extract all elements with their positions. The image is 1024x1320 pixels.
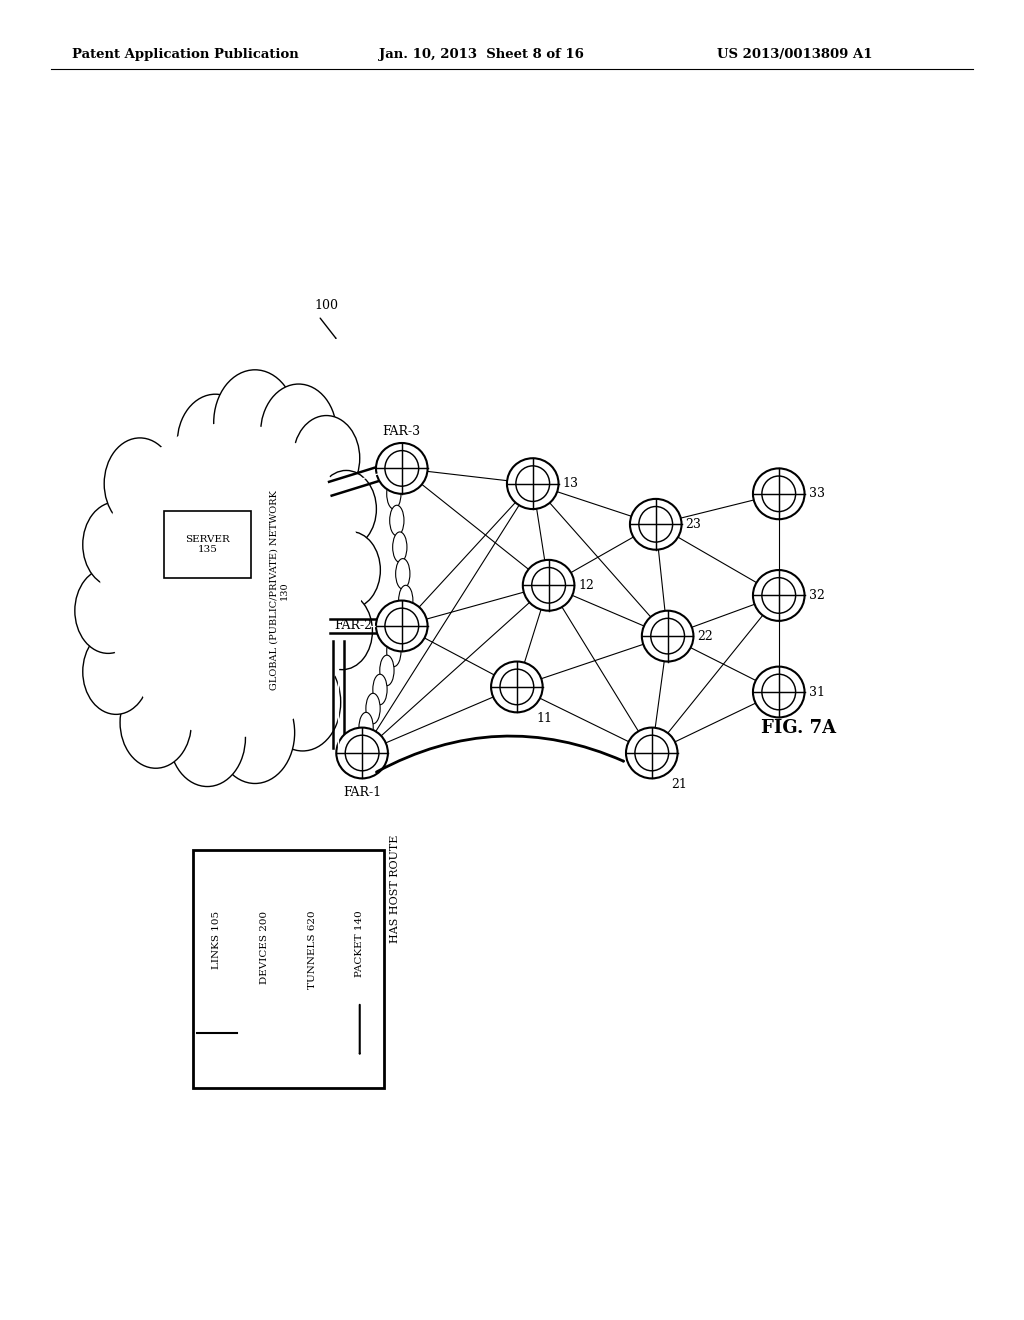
Ellipse shape — [392, 532, 407, 562]
Ellipse shape — [492, 661, 543, 713]
Text: 32: 32 — [809, 589, 824, 602]
Ellipse shape — [316, 470, 377, 548]
Ellipse shape — [264, 653, 341, 751]
Text: 31: 31 — [809, 685, 824, 698]
Ellipse shape — [214, 370, 296, 475]
Text: DEVICES 200: DEVICES 200 — [260, 911, 269, 983]
Ellipse shape — [387, 479, 401, 510]
Ellipse shape — [100, 422, 362, 738]
Text: FAR-3: FAR-3 — [383, 425, 421, 438]
Ellipse shape — [321, 532, 380, 609]
Ellipse shape — [626, 727, 678, 779]
Text: 22: 22 — [697, 630, 713, 643]
Text: 12: 12 — [579, 578, 594, 591]
Ellipse shape — [177, 395, 253, 492]
Ellipse shape — [753, 570, 805, 620]
Ellipse shape — [104, 438, 176, 529]
Text: FAR-2: FAR-2 — [334, 619, 372, 632]
Text: LINKS 105: LINKS 105 — [212, 911, 221, 969]
Text: PACKET 140: PACKET 140 — [355, 911, 365, 977]
Text: HAS HOST ROUTE: HAS HOST ROUTE — [390, 834, 400, 942]
Ellipse shape — [753, 469, 805, 519]
Ellipse shape — [373, 675, 387, 705]
FancyBboxPatch shape — [194, 850, 384, 1089]
Text: 33: 33 — [809, 487, 824, 500]
Ellipse shape — [387, 636, 401, 667]
Ellipse shape — [376, 444, 428, 494]
Ellipse shape — [366, 693, 380, 723]
Ellipse shape — [120, 677, 191, 768]
FancyArrowPatch shape — [321, 318, 336, 338]
Ellipse shape — [630, 499, 682, 549]
FancyBboxPatch shape — [164, 511, 251, 578]
Ellipse shape — [215, 682, 295, 784]
Text: US 2013/0013809 A1: US 2013/0013809 A1 — [717, 48, 872, 61]
Ellipse shape — [390, 506, 404, 536]
FancyArrowPatch shape — [377, 737, 624, 772]
Ellipse shape — [75, 568, 141, 653]
Text: 11: 11 — [537, 713, 553, 725]
Ellipse shape — [83, 630, 150, 714]
Ellipse shape — [398, 585, 413, 615]
Text: 100: 100 — [314, 300, 339, 313]
Text: FIG. 7A: FIG. 7A — [761, 718, 837, 737]
Ellipse shape — [293, 416, 359, 500]
Ellipse shape — [380, 655, 394, 685]
Ellipse shape — [312, 593, 373, 669]
Text: Patent Application Publication: Patent Application Publication — [72, 48, 298, 61]
Text: 23: 23 — [685, 517, 701, 531]
Ellipse shape — [83, 502, 150, 587]
Ellipse shape — [395, 558, 410, 589]
Text: GLOBAL (PUBLIC/PRIVATE) NETWORK
130: GLOBAL (PUBLIC/PRIVATE) NETWORK 130 — [269, 491, 289, 690]
Text: 21: 21 — [672, 779, 687, 792]
Ellipse shape — [169, 689, 246, 787]
Text: SERVER
135: SERVER 135 — [185, 535, 229, 554]
Ellipse shape — [507, 458, 558, 510]
Ellipse shape — [359, 713, 373, 743]
Ellipse shape — [642, 611, 693, 661]
Ellipse shape — [246, 1014, 283, 1051]
Text: 13: 13 — [562, 477, 579, 490]
Text: FAR-1: FAR-1 — [343, 785, 381, 799]
Ellipse shape — [336, 727, 388, 779]
Ellipse shape — [260, 384, 337, 482]
Ellipse shape — [753, 667, 805, 718]
Ellipse shape — [376, 601, 428, 651]
Text: TUNNELS 620: TUNNELS 620 — [307, 911, 316, 989]
Text: Jan. 10, 2013  Sheet 8 of 16: Jan. 10, 2013 Sheet 8 of 16 — [379, 48, 584, 61]
Ellipse shape — [523, 560, 574, 611]
